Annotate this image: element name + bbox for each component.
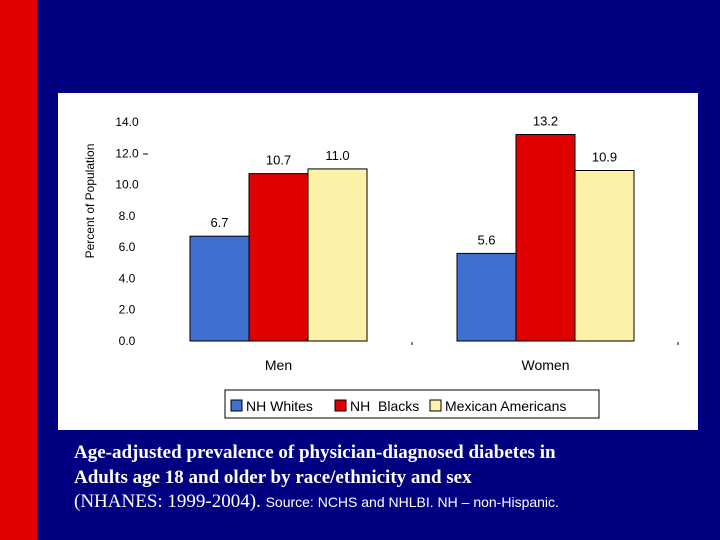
chart-panel: Percent of Population 0.0 2.0 4.0 6.0 8.0 10.…	[58, 93, 698, 430]
bar-value-labels: 6.7 10.7 11.0 5.6 13.2 10.9	[210, 114, 617, 248]
legend-swatch	[230, 399, 243, 412]
y-tick-label: 2.0	[119, 303, 136, 317]
bar	[248, 173, 309, 342]
y-tick-label: 14.0	[115, 115, 139, 129]
y-tick-label: 4.0	[119, 271, 136, 285]
bars	[189, 134, 635, 342]
y-axis-label: Percent of Population	[83, 144, 97, 259]
bar	[456, 252, 517, 342]
bar-value-label: 13.2	[533, 114, 558, 129]
legend: NH Whites NH Blacks Mexican Americans	[224, 389, 600, 419]
bar-value-label: 11.0	[325, 148, 349, 163]
legend-label: NH Whites	[246, 398, 313, 414]
accent-bar	[0, 0, 37, 540]
x-tick-labels: Men Women	[265, 357, 570, 373]
bar	[189, 235, 250, 342]
caption-line-1: Age-adjusted prevalence of physician-dia…	[74, 442, 556, 463]
y-tick-labels: 0.0 2.0 4.0 6.0 8.0 10.0 12.0 14.0	[115, 115, 679, 348]
bar-value-label: 10.9	[592, 149, 617, 164]
legend-box	[224, 389, 600, 419]
y-tick-label: 8.0	[119, 209, 136, 223]
bar	[307, 168, 368, 342]
legend-swatch	[429, 399, 442, 412]
y-tick-label: 0.0	[119, 334, 136, 348]
legend-swatch	[334, 399, 347, 412]
legend-label: NH Blacks	[350, 398, 419, 414]
x-tick-label: Women	[522, 357, 570, 373]
y-tick-label: 10.0	[115, 178, 139, 192]
bar-value-label: 5.6	[477, 232, 495, 247]
slide-caption: Age-adjusted prevalence of physician-dia…	[74, 441, 714, 515]
legend-label: Mexican Americans	[445, 398, 566, 414]
bar	[515, 134, 576, 342]
x-tick-label: Men	[265, 357, 292, 373]
y-tick-label: 12.0	[115, 146, 139, 160]
y-tick-label: 6.0	[119, 240, 136, 254]
bar	[574, 169, 635, 342]
bar-value-label: 6.7	[210, 215, 228, 230]
caption-line-3: (NHANES: 1999-2004).	[74, 491, 261, 512]
bar-value-label: 10.7	[266, 153, 291, 168]
bar-chart: Percent of Population 0.0 2.0 4.0 6.0 8.0 10.…	[83, 114, 679, 419]
caption-line-2: Adults age 18 and older by race/ethnicit…	[74, 466, 472, 488]
source-note: Source: NCHS and NHLBI. NH – non-Hispani…	[265, 494, 559, 510]
